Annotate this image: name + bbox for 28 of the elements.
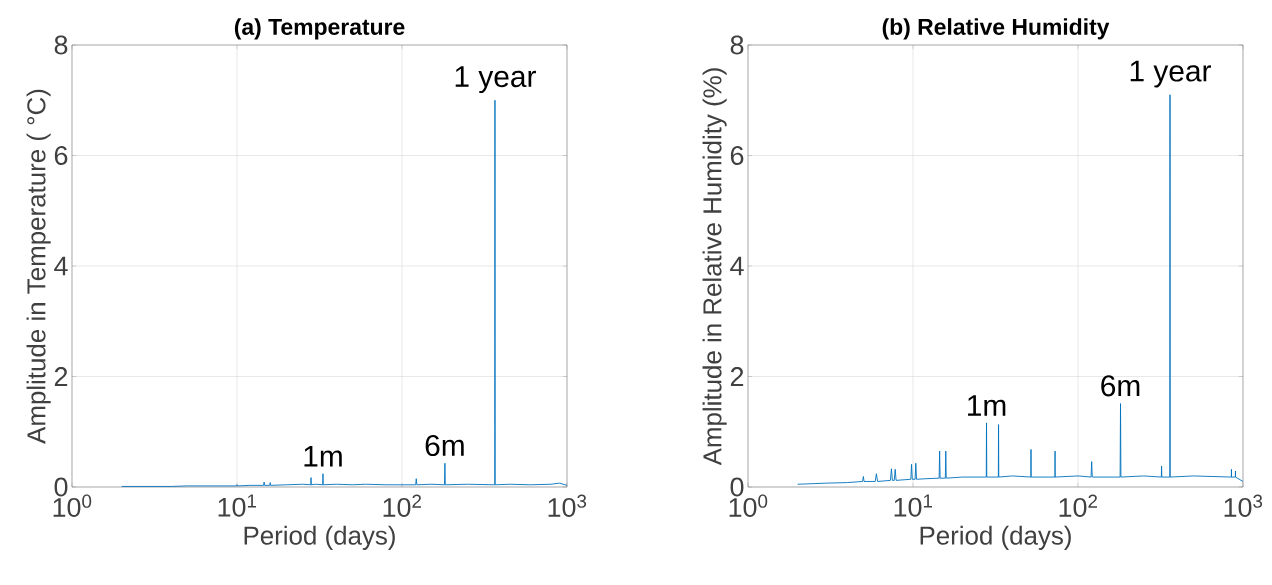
y-tick-label: 0 (54, 477, 68, 497)
x-axis-title: Period (days) (920, 525, 1071, 550)
chart-title: (b) Relative Humidity (882, 18, 1110, 40)
annotation: 1m (968, 395, 1006, 416)
y-tick-label: 8 (730, 35, 744, 55)
y-tick-label: 6 (54, 145, 68, 166)
y-tick-label: 4 (730, 256, 744, 276)
x-tick-label: 10$^{3}$ (548, 494, 587, 517)
annotation: 6m (1101, 375, 1140, 397)
annotation: 1m (304, 445, 342, 467)
x-tick-label: 10$^{1}$ (894, 494, 933, 517)
chart-title: (a) Temperature (234, 18, 405, 40)
y-tick-label: 2 (730, 367, 744, 386)
y-tick-label: 4 (54, 256, 68, 276)
y-tick-label: 0 (730, 477, 744, 497)
y-axis-title: Amplitude in Relative Humidity (%) (702, 68, 727, 466)
x-axis-title: Period (days) (244, 525, 395, 550)
y-tick-label: 6 (730, 145, 744, 166)
x-tick-label: 10$^{2}$ (1059, 494, 1098, 517)
y-axis-title: Amplitude in Temperature ( °C) (26, 89, 51, 444)
x-tick-label: 10$^{2}$ (383, 494, 422, 517)
annotation: 1 year (1130, 60, 1211, 88)
x-tick-label: 10$^{3}$ (1224, 494, 1263, 517)
y-tick-label: 2 (54, 367, 68, 386)
annotation: 6m (425, 434, 464, 457)
annotation: 1 year (455, 66, 536, 94)
x-tick-label: 10$^{1}$ (218, 494, 257, 517)
y-tick-label: 8 (54, 35, 68, 55)
